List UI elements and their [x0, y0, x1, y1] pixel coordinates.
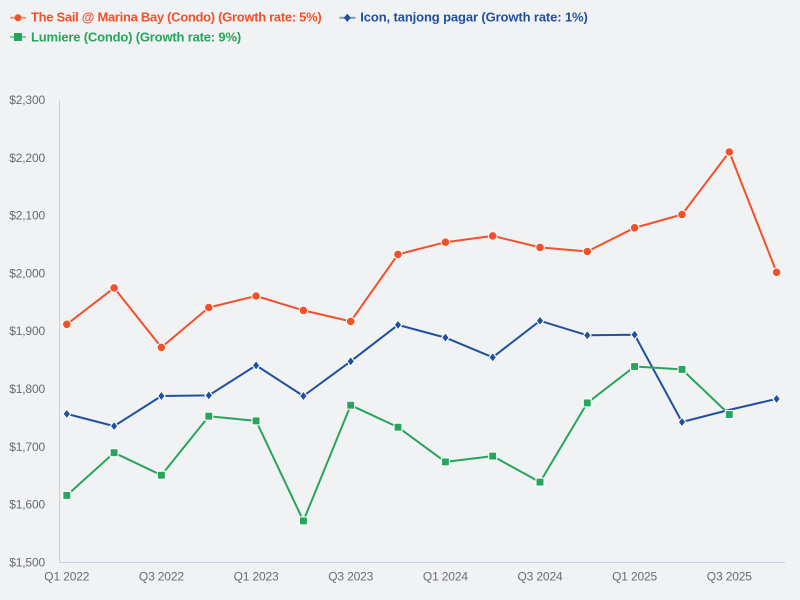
- svg-text:Q3 2023: Q3 2023: [328, 570, 373, 584]
- svg-text:Q1 2022: Q1 2022: [44, 570, 89, 584]
- svg-text:Lumiere (Condo) (Growth rate:: Lumiere (Condo) (Growth rate: 9%): [31, 29, 241, 44]
- svg-text:Q1 2024: Q1 2024: [423, 570, 468, 584]
- svg-text:$1,900: $1,900: [9, 324, 45, 338]
- svg-text:Q1 2025: Q1 2025: [612, 570, 657, 584]
- svg-text:$1,500: $1,500: [9, 556, 45, 570]
- svg-text:$2,100: $2,100: [9, 209, 45, 223]
- svg-text:$2,300: $2,300: [9, 93, 45, 107]
- svg-text:Q3 2022: Q3 2022: [139, 570, 184, 584]
- svg-text:Q3 2025: Q3 2025: [707, 570, 752, 584]
- svg-text:$2,000: $2,000: [9, 266, 45, 280]
- svg-text:Q1 2023: Q1 2023: [234, 570, 279, 584]
- svg-text:Q3 2024: Q3 2024: [518, 570, 563, 584]
- svg-text:Icon, tanjong pagar (Growth ra: Icon, tanjong pagar (Growth rate: 1%): [360, 10, 587, 25]
- svg-text:$1,800: $1,800: [9, 382, 45, 396]
- svg-text:$2,200: $2,200: [9, 151, 45, 165]
- svg-text:The Sail @ Marina Bay (Condo): The Sail @ Marina Bay (Condo) (Growth ra…: [31, 10, 321, 25]
- svg-text:$1,700: $1,700: [9, 440, 45, 454]
- svg-text:$1,600: $1,600: [9, 498, 45, 512]
